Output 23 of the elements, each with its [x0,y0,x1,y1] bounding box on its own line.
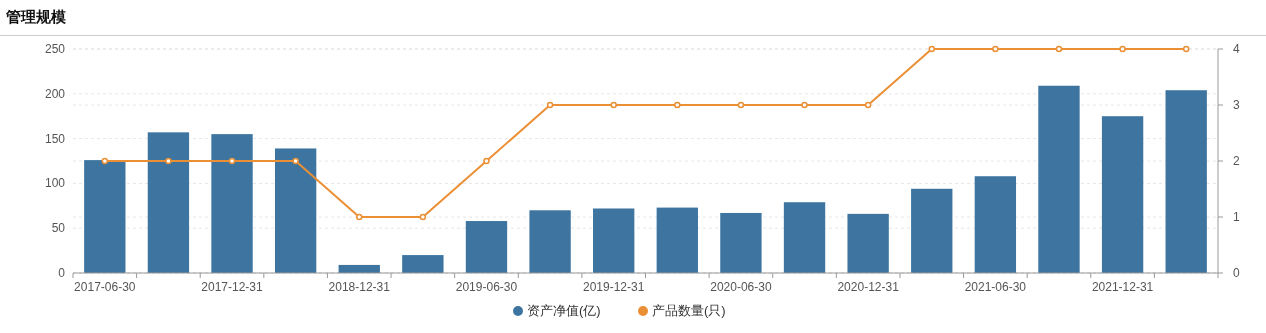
y2-tick-label: 1 [1233,210,1240,224]
legend-label: 产品数量(只) [652,303,726,318]
y-tick-label: 250 [44,42,66,56]
x-tick-label: 2017-06-30 [74,280,136,294]
x-tick-label: 2019-12-31 [583,280,645,294]
x-tick-label: 2017-12-31 [201,280,264,294]
y-tick-label: 200 [44,86,66,101]
y-tick-label: 50 [51,221,66,236]
x-tick-label: 2021-12-31 [1091,280,1154,294]
x-tick-label: 2020-06-30 [710,280,772,294]
x-tick-label: 2018-12-31 [328,280,391,294]
y2-tick-label: 0 [1233,266,1240,280]
x-tick-label: 2021-06-30 [964,280,1027,294]
chart-title: 管理规模 [5,8,67,25]
y2-tick-label: 3 [1233,98,1240,112]
x-tick-label: 2019-06-30 [455,280,518,294]
y2-tick-label: 4 [1233,42,1240,56]
y-tick-label: 0 [58,266,66,280]
legend-label: 资产净值(亿) [527,303,601,318]
y-tick-label: 150 [44,131,66,146]
y-tick-label: 100 [44,176,66,191]
x-tick-label: 2020-12-31 [837,280,900,294]
y2-tick-label: 2 [1233,154,1240,168]
